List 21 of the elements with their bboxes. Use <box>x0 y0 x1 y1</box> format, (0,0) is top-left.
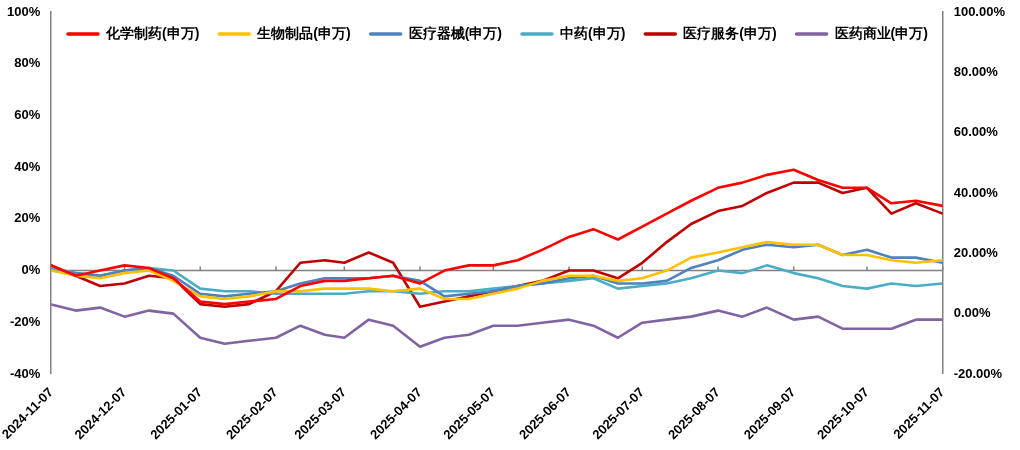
y-tick-label: -20% <box>9 313 41 329</box>
y-tick-label: -40% <box>9 365 41 381</box>
y-tick-label: 80% <box>14 55 41 71</box>
y-tick-label: 40% <box>14 158 41 174</box>
y-tick-label: 60% <box>14 106 41 122</box>
y-tick-label: 100% <box>7 3 41 19</box>
legend-label: 医疗服务(申万) <box>683 24 777 41</box>
y2-tick-label: 60.00% <box>953 124 999 140</box>
y2-tick-label: 20.00% <box>953 244 999 260</box>
y-tick-label: 0% <box>21 262 41 278</box>
y2-tick-label: 100.00% <box>953 3 1006 19</box>
legend-label: 医药商业(申万) <box>834 24 928 41</box>
legend-label: 中药(申万) <box>559 24 626 41</box>
y2-tick-label: 0.00% <box>953 305 991 321</box>
y-tick-label: 20% <box>14 210 41 226</box>
y2-tick-label: -20.00% <box>953 365 1003 381</box>
legend-label: 生物制品(申万) <box>256 24 351 41</box>
legend-label: 化学制药(申万) <box>104 24 200 41</box>
y2-tick-label: 80.00% <box>953 63 999 79</box>
legend-label: 医疗器械(申万) <box>408 24 502 41</box>
y2-tick-label: 40.00% <box>953 184 999 200</box>
